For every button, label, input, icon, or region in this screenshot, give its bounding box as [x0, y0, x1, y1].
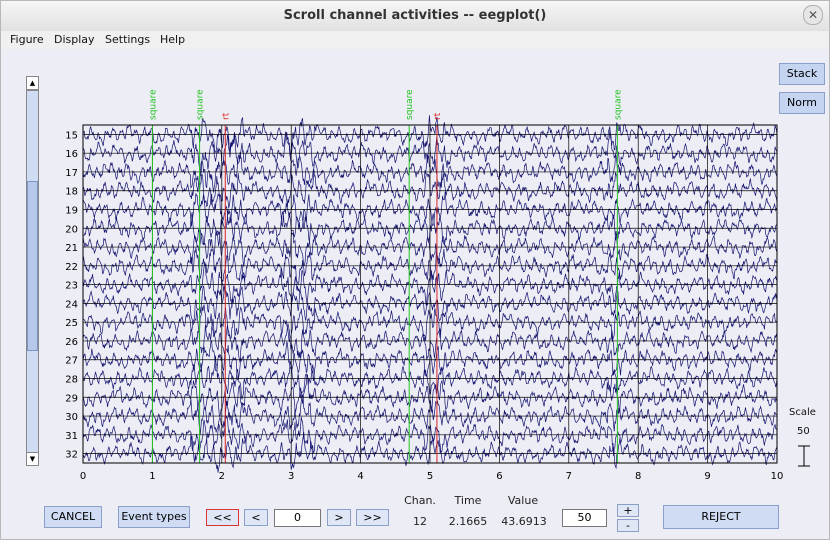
time-tick-label: 8	[635, 471, 641, 482]
event-label: square	[148, 89, 158, 120]
last-page-button[interactable]: >>	[356, 509, 389, 526]
time-value: 2.1665	[448, 515, 488, 528]
channel-label: 27	[65, 356, 78, 367]
event-label: rt	[433, 112, 443, 120]
scale-input[interactable]: 50	[562, 509, 607, 527]
value-value: 43.6913	[501, 515, 547, 528]
channel-label: 23	[65, 281, 78, 292]
time-tick-label: 9	[704, 471, 710, 482]
channel-label: 15	[65, 130, 78, 141]
prev-page-button[interactable]: <	[244, 509, 268, 526]
time-tick-label: 4	[357, 471, 363, 482]
first-page-button[interactable]: <<	[206, 509, 239, 526]
menu-display[interactable]: Display	[54, 33, 95, 46]
cancel-button[interactable]: CANCEL	[44, 506, 102, 528]
channel-scrollbar[interactable]	[26, 90, 39, 454]
time-tick-label: 5	[427, 471, 433, 482]
channel-label: 16	[65, 149, 78, 160]
channel-label: 24	[65, 299, 78, 310]
channel-label: 31	[65, 431, 78, 442]
menu-bar: Figure Display Settings Help ↘	[1, 31, 829, 75]
position-input[interactable]: 0	[274, 509, 321, 527]
value-label: Value	[507, 494, 539, 507]
channel-label: 22	[65, 262, 78, 273]
channel-label: 25	[65, 318, 78, 329]
stack-button[interactable]: Stack	[779, 63, 825, 85]
scale-value: 50	[797, 426, 810, 437]
event-label: rt	[221, 112, 231, 120]
time-tick-label: 10	[771, 471, 784, 482]
time-tick-label: 6	[496, 471, 502, 482]
norm-button[interactable]: Norm	[779, 92, 825, 114]
time-tick-label: 7	[566, 471, 572, 482]
time-tick-label: 1	[149, 471, 155, 482]
figure-area: ▲ ▼ square square rt square rt square 15 16 17 1…	[1, 49, 829, 539]
time-axis-labels: 0 1 2 3 4 5 6 7 8 9 10	[80, 471, 784, 482]
scrollbar-thumb[interactable]	[27, 181, 38, 351]
channel-label: 28	[65, 375, 78, 386]
event-markers: square square rt square rt square	[148, 89, 623, 463]
plot-frame	[82, 124, 778, 464]
channel-label: 17	[65, 168, 78, 179]
next-page-button[interactable]: >	[327, 509, 351, 526]
time-tick-label: 0	[80, 471, 86, 482]
event-label: square	[613, 89, 623, 120]
event-types-button[interactable]: Event types	[118, 506, 190, 528]
channel-label: 20	[65, 224, 78, 235]
scroll-up-button[interactable]: ▲	[26, 76, 39, 90]
channel-label: 26	[65, 337, 78, 348]
channel-label: 29	[65, 393, 78, 404]
close-icon[interactable]: ✕	[803, 5, 823, 25]
event-label: square	[196, 89, 206, 120]
time-tick-label: 2	[219, 471, 225, 482]
channel-labels: 15 16 17 18 19 20 21 22 23 24 25 26 27 28 29 30 31 32	[65, 130, 78, 460]
time-tick-label: 3	[288, 471, 294, 482]
plot-grid	[82, 125, 778, 463]
channel-label: 18	[65, 187, 78, 198]
chan-label: Chan.	[404, 494, 436, 507]
time-label: Time	[454, 494, 482, 507]
menu-figure[interactable]: Figure	[10, 33, 44, 46]
channel-label: 19	[65, 206, 78, 217]
scale-bar-icon	[798, 445, 810, 467]
scroll-down-button[interactable]: ▼	[26, 452, 39, 466]
title-bar: Scroll channel activities -- eegplot() ✕	[1, 1, 829, 32]
channel-label: 32	[65, 450, 78, 461]
eeg-plot: square square rt square rt square 15161718192…	[65, 89, 810, 482]
menu-settings[interactable]: Settings	[105, 33, 151, 46]
channel-label: 21	[65, 243, 78, 254]
scale-label: Scale	[789, 407, 816, 418]
chan-value: 12	[413, 515, 427, 528]
scale-increase-button[interactable]: +	[617, 504, 639, 517]
event-label: square	[405, 89, 415, 120]
scale-decrease-button[interactable]: -	[617, 519, 639, 532]
window-title: Scroll channel activities -- eegplot()	[283, 8, 547, 23]
menu-help[interactable]: Help	[160, 33, 186, 46]
reject-button[interactable]: REJECT	[663, 505, 779, 529]
channel-label: 30	[65, 412, 78, 423]
